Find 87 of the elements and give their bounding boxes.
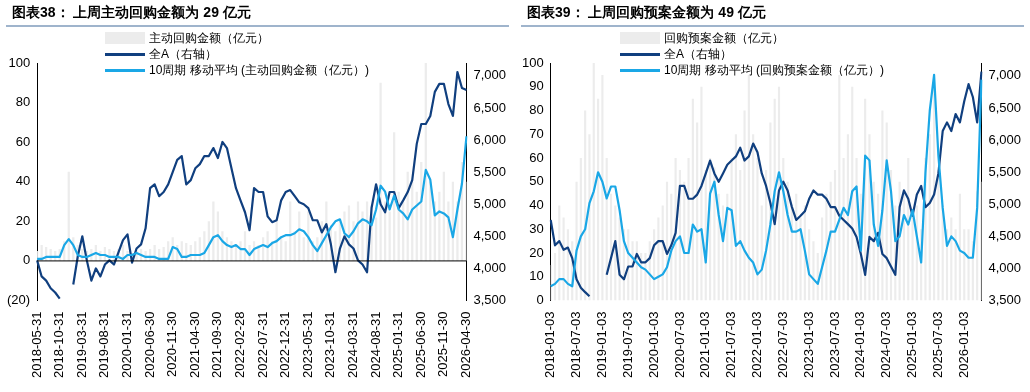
bar <box>588 134 591 301</box>
y-tick-label: 60 <box>15 133 31 149</box>
x-tick-label: 2023-01-03 <box>800 311 816 378</box>
y2-tick-label: 5,000 <box>473 195 507 211</box>
y-tick-label: 100 <box>8 54 31 70</box>
x-tick-label: 2021-04-30 <box>186 311 202 378</box>
y2-tick-label: 3,500 <box>988 292 1022 308</box>
legend-label: 全A（右轴） <box>149 45 218 63</box>
y2-tick-label: 5,500 <box>473 163 507 179</box>
chart-title: 图表38： 上周主动回购金额为 29 亿元 <box>6 0 509 27</box>
x-tick-label: 2024-08-31 <box>367 311 383 378</box>
x-tick-label: 2022-07-31 <box>254 311 270 378</box>
x-tick-label: 2020-07-03 <box>671 311 687 378</box>
y-tick-label: 20 <box>529 244 544 260</box>
y-tick-label: 20 <box>15 212 31 228</box>
legend-label: 主动回购金额（亿元） <box>149 29 269 47</box>
bar <box>700 86 703 301</box>
y-tick-label: 80 <box>529 102 544 118</box>
x-tick-label: 2022-07-03 <box>774 311 790 378</box>
x-tick-label: 2021-07-03 <box>723 311 739 378</box>
y2-tick-label: 6,500 <box>473 99 507 115</box>
bar <box>980 181 982 301</box>
legend-label: 10周期 移动平均 (回购预案金额（亿元）) <box>664 61 885 79</box>
y-tick-label: 80 <box>15 94 31 110</box>
chart-title: 图表39： 上周回购预案金额为 49 亿元 <box>521 0 1024 27</box>
x-tick-label: 2024-01-03 <box>852 311 868 378</box>
bar <box>799 217 802 301</box>
legend-label: 回购预案金额（亿元） <box>664 29 784 47</box>
y-tick-label: 10 <box>529 268 544 284</box>
x-tick-label: 2025-01-03 <box>904 311 920 378</box>
y-tick-label: 70 <box>529 125 544 141</box>
y-tick-label: 30 <box>529 220 544 236</box>
y2-tick-label: 7,000 <box>988 67 1022 83</box>
y2-tick-label: 6,000 <box>473 131 507 147</box>
x-tick-label: 2018-05-31 <box>28 311 44 378</box>
x-tick-label: 2019-07-03 <box>619 311 635 378</box>
y-tick-label: 90 <box>529 78 544 94</box>
x-tick-label: 2018-07-03 <box>568 311 584 378</box>
x-tick-label: 2022-12-31 <box>277 311 293 378</box>
y2-tick-label: 6,500 <box>988 99 1022 115</box>
y2-tick-label: 4,500 <box>988 227 1022 243</box>
x-tick-label: 2023-10-31 <box>322 311 338 378</box>
x-tick-label: 2026-01-03 <box>955 311 971 378</box>
y2-tick-label: 5,000 <box>988 195 1022 211</box>
y2-tick-label: 7,000 <box>473 67 507 83</box>
y2-tick-label: 6,000 <box>988 131 1022 147</box>
y-tick-label: (20) <box>6 292 31 308</box>
y2-tick-label: 4,000 <box>473 259 507 275</box>
x-tick-label: 2024-03-31 <box>345 311 361 378</box>
x-tick-label: 2022-02-28 <box>232 311 248 378</box>
x-tick-label: 2020-01-31 <box>119 311 135 378</box>
x-tick-label: 2026-04-30 <box>458 311 474 378</box>
bar <box>644 253 647 301</box>
legend-label: 10周期 移动平均 (主动回购金额（亿元）) <box>149 61 370 79</box>
x-tick-label: 2019-03-31 <box>73 311 89 378</box>
x-tick-label: 2024-07-03 <box>878 311 894 378</box>
y-tick-label: 40 <box>15 173 31 189</box>
y-tick-label: 0 <box>536 292 544 308</box>
bar <box>928 134 931 301</box>
x-tick-label: 2023-05-31 <box>299 311 315 378</box>
x-tick-label: 2020-11-30 <box>164 311 180 378</box>
x-tick-label: 2022-01-03 <box>749 311 765 378</box>
bar <box>334 231 337 261</box>
bar <box>911 217 914 301</box>
y-tick-label: 100 <box>521 54 544 70</box>
x-tick-label: 2025-07-03 <box>929 311 945 378</box>
x-tick-label: 2025-06-30 <box>412 311 428 378</box>
y-tick-label: 50 <box>529 173 544 189</box>
x-tick-label: 2021-09-30 <box>209 311 225 378</box>
y2-tick-label: 4,000 <box>988 259 1022 275</box>
x-tick-label: 2023-07-03 <box>826 311 842 378</box>
x-tick-label: 2020-01-03 <box>645 311 661 378</box>
x-tick-label: 2018-10-31 <box>51 311 67 378</box>
x-tick-label: 2019-01-03 <box>593 311 609 378</box>
x-tick-label: 2025-01-31 <box>390 311 406 378</box>
y2-tick-label: 4,500 <box>473 227 507 243</box>
x-tick-label: 2018-01-03 <box>542 311 558 378</box>
x-tick-label: 2025-11-30 <box>435 311 451 378</box>
y2-tick-label: 5,500 <box>988 163 1022 179</box>
y-tick-label: 0 <box>22 252 31 268</box>
y-tick-label: 40 <box>529 197 544 213</box>
x-tick-label: 2019-08-31 <box>96 311 112 378</box>
x-tick-label: 2020-06-30 <box>141 311 157 378</box>
y2-tick-label: 3,500 <box>473 292 507 308</box>
x-tick-label: 2021-01-03 <box>697 311 713 378</box>
legend-label: 全A（右轴） <box>664 45 733 63</box>
y-tick-label: 60 <box>529 149 544 165</box>
